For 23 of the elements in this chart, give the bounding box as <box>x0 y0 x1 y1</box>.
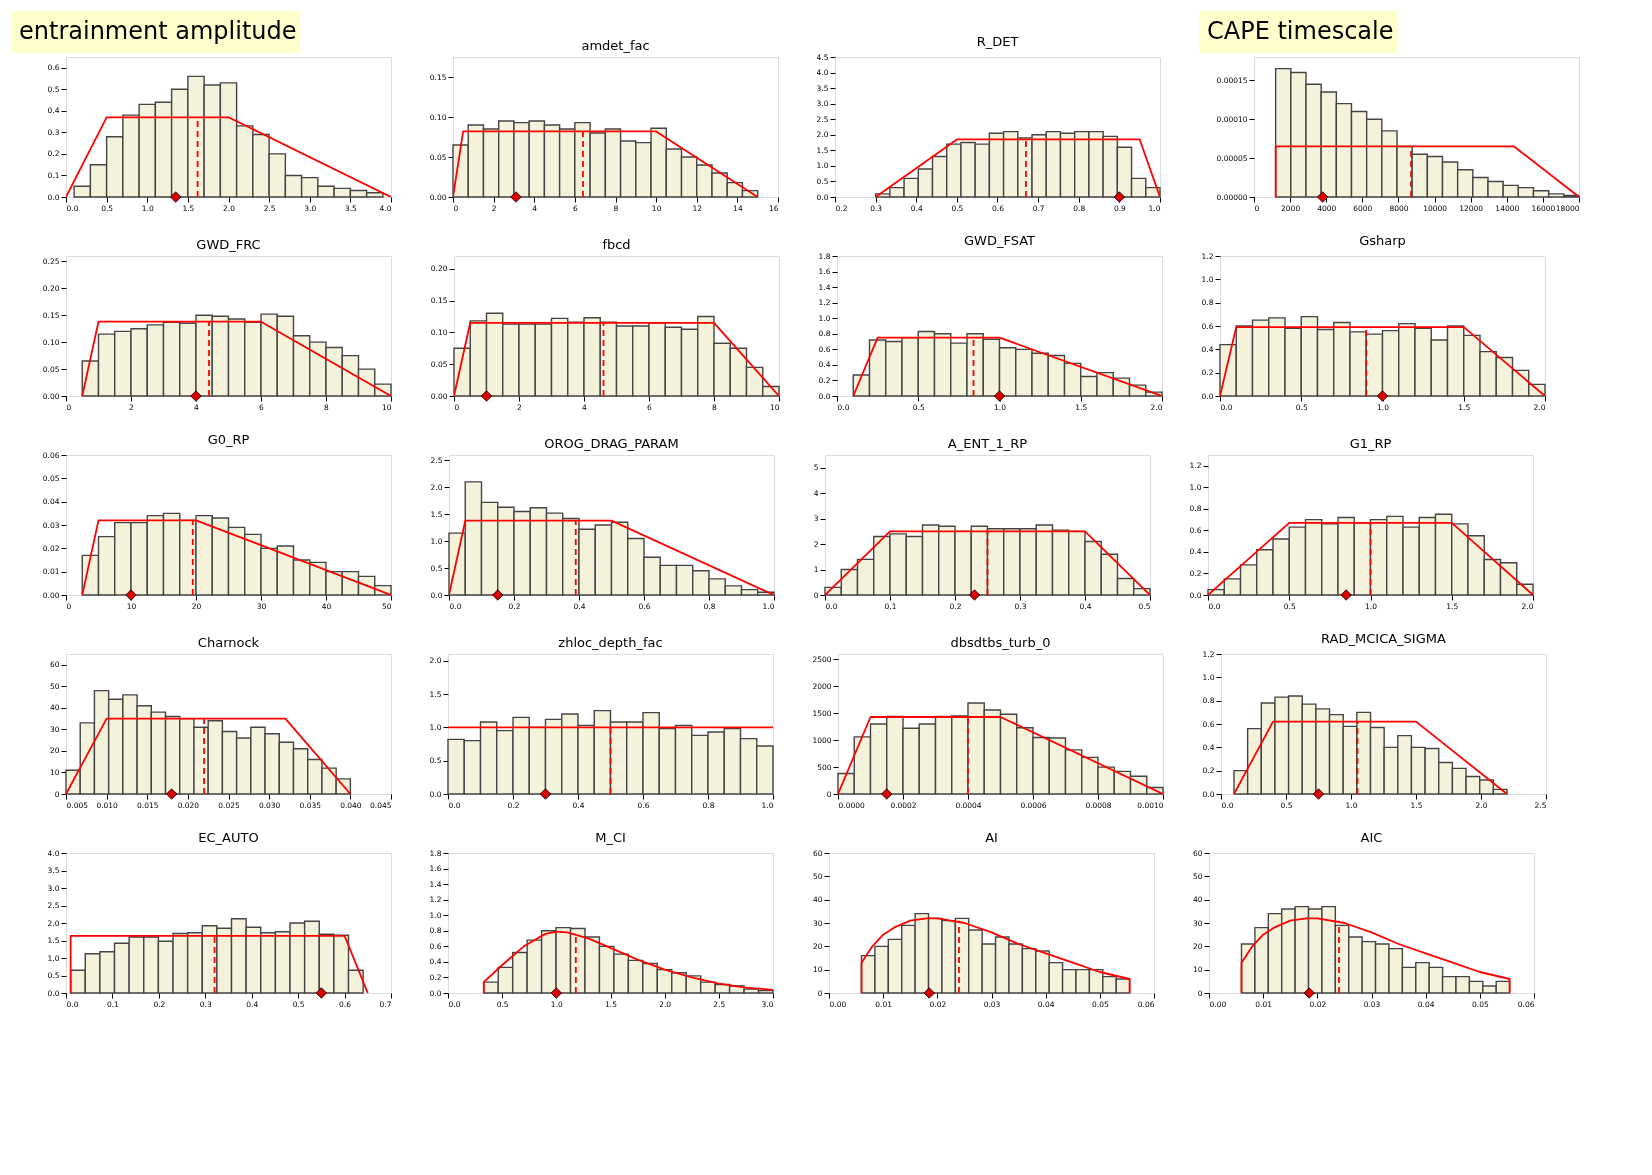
chart-title: AIC <box>1360 830 1383 845</box>
chart-title: EC_AUTO <box>198 830 259 845</box>
line-series <box>482 930 773 993</box>
text: entrainment amplitude <box>19 17 297 45</box>
chart-title: Charnock <box>197 635 260 650</box>
line-series <box>860 917 1131 993</box>
chart-title: G0_RP <box>207 432 250 447</box>
chart-title: A_ENT_1_RP <box>947 436 1028 451</box>
chart-title: R_DET <box>976 34 1019 49</box>
chart-title: G1_RP <box>1349 436 1392 451</box>
chart-title: AI <box>985 830 998 845</box>
chart-title: M_CI <box>595 830 626 845</box>
text: CAPE timescale <box>1207 17 1394 45</box>
line-series <box>1240 917 1511 993</box>
chart-title: GWD_FRC <box>196 237 261 252</box>
chart-title: GWD_FSAT <box>963 233 1036 248</box>
chart-title: OROG_DRAG_PARAM <box>544 436 679 451</box>
chart-title: Gsharp <box>1359 233 1406 248</box>
chart-title: dbsdtbs_turb_0 <box>950 635 1051 650</box>
chart-title: amdet_fac <box>581 38 650 53</box>
chart-title: RAD_MCICA_SIGMA <box>1321 631 1446 646</box>
chart-title: fbcd <box>602 237 631 252</box>
chart-title: zhloc_depth_fac <box>558 635 663 650</box>
